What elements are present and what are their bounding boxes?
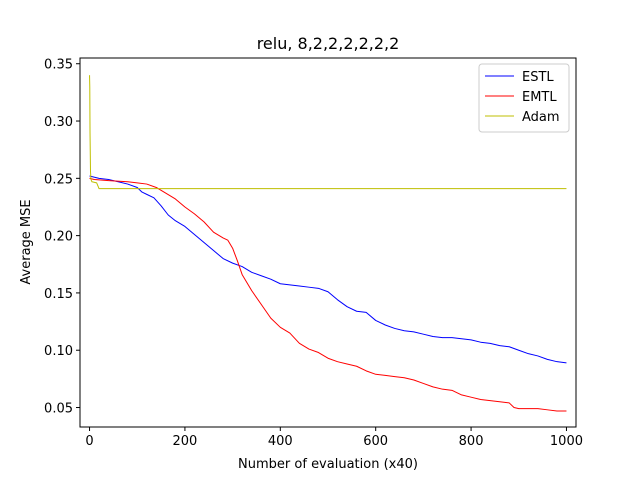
plot-frame (79, 57, 577, 428)
y-tick-label: 0.15 (44, 287, 73, 302)
x-tick-label: 400 (268, 434, 293, 449)
series-line-adam (89, 75, 567, 190)
series-line-emtl (89, 177, 567, 412)
x-axis-title: Number of evaluation (x40) (238, 457, 418, 472)
legend-label-adam: Adam (522, 110, 560, 125)
y-tick-label: 0.10 (44, 344, 73, 359)
y-tick-label: 0.05 (44, 402, 73, 417)
x-tick-label: 200 (173, 434, 198, 449)
x-tick-label: 0 (85, 434, 93, 449)
legend-box (478, 63, 570, 133)
x-tick-label: 800 (459, 434, 484, 449)
plot-series (89, 75, 567, 412)
y-tick-label: 0.25 (44, 172, 73, 187)
legend: ESTL EMTL Adam (478, 63, 570, 133)
x-tick-label: 600 (363, 434, 388, 449)
y-axis: 0.05 0.10 0.15 0.20 0.25 0.30 0.35 (44, 58, 80, 417)
legend-label-estl: ESTL (522, 70, 554, 85)
x-tick-label: 1000 (550, 434, 583, 449)
y-tick-label: 0.30 (44, 115, 73, 130)
x-axis: 0 200 400 600 800 1000 (85, 427, 583, 449)
y-tick-label: 0.35 (44, 58, 73, 73)
legend-label-emtl: EMTL (522, 90, 557, 105)
series-line-estl (89, 175, 567, 364)
y-axis-title: Average MSE (19, 199, 34, 284)
y-tick-label: 0.20 (44, 230, 73, 245)
chart-title: relu, 8,2,2,2,2,2,2 (257, 34, 400, 53)
